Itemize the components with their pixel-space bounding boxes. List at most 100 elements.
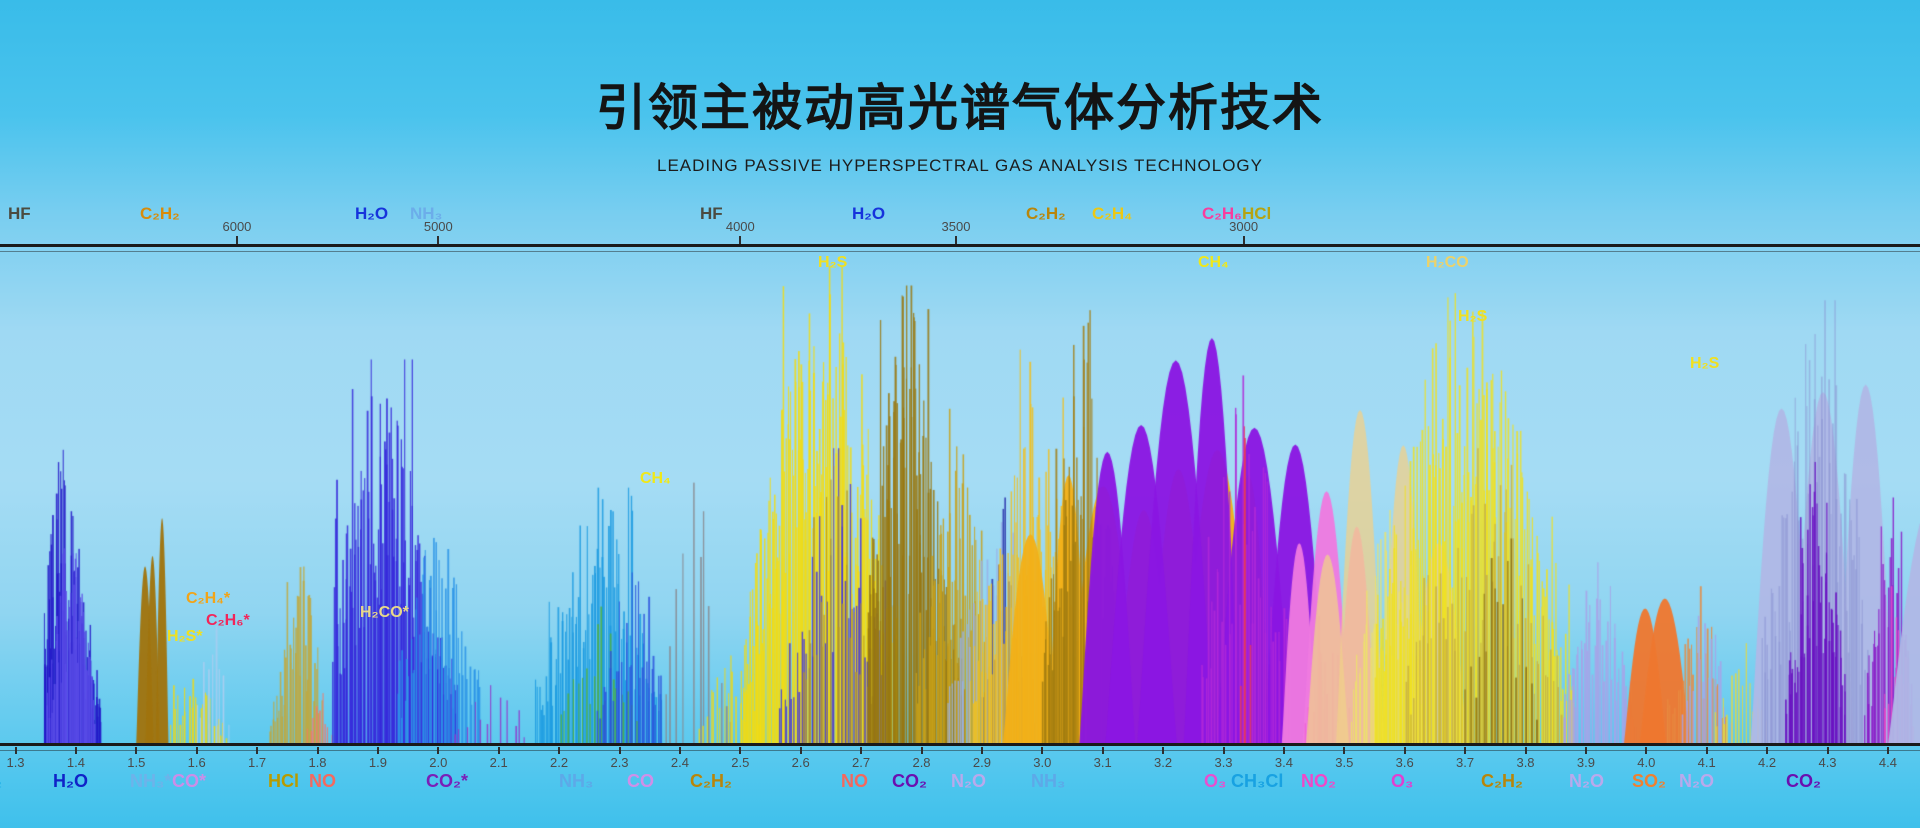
axis-tick-label: 4.3 bbox=[1818, 755, 1837, 770]
bottom-gas-label: NH₃ bbox=[559, 771, 594, 791]
axis-tick-label: 2.8 bbox=[912, 755, 931, 770]
axis-tick bbox=[135, 747, 138, 754]
axis-tick-label: 1.4 bbox=[66, 755, 85, 770]
axis-tick-label: 3.8 bbox=[1516, 755, 1535, 770]
top-gas-label: C₂H₂ bbox=[1026, 204, 1066, 223]
axis-tick bbox=[1886, 747, 1889, 754]
axis-tick bbox=[74, 747, 77, 754]
top-axis-subline bbox=[0, 251, 1920, 252]
axis-tick bbox=[558, 747, 561, 754]
bottom-gas-label: O₃ bbox=[1204, 771, 1227, 791]
axis-tick bbox=[235, 236, 238, 244]
bottom-gas-label: ₂ bbox=[0, 771, 2, 792]
top-gas-label: NH₃ bbox=[410, 204, 443, 223]
axis-tick bbox=[920, 747, 923, 754]
axis-tick bbox=[799, 747, 802, 754]
bottom-gas-label: H₂O bbox=[53, 771, 88, 791]
top-gas-label: H₂O bbox=[355, 204, 389, 223]
bottom-gas-label: N₂O bbox=[951, 771, 986, 791]
axis-tick-label: 2.2 bbox=[550, 755, 569, 770]
inline-gas-label: CH₄ bbox=[1198, 254, 1229, 271]
axis-tick-label: 1.3 bbox=[6, 755, 25, 770]
inline-gas-label: H₂CO* bbox=[360, 604, 409, 621]
bottom-gas-label: CH₃Cl bbox=[1231, 771, 1284, 791]
axis-tick-label: 1.7 bbox=[248, 755, 267, 770]
axis-tick-label: 3.0 bbox=[1033, 755, 1052, 770]
axis-tick bbox=[678, 747, 681, 754]
axis-tick-label: 4.1 bbox=[1697, 755, 1716, 770]
bottom-gas-label: CO₂ bbox=[1786, 771, 1821, 791]
axis-tick-label: 2.5 bbox=[731, 755, 750, 770]
axis-tick bbox=[1162, 747, 1165, 754]
bottom-gas-label: SO₂ bbox=[1632, 771, 1667, 791]
top-gas-label: C₂H₆ bbox=[1202, 204, 1242, 223]
axis-tick-label: 1.6 bbox=[187, 755, 206, 770]
axis-tick-label: 3.2 bbox=[1154, 755, 1173, 770]
axis-tick bbox=[739, 747, 742, 754]
axis-tick bbox=[618, 747, 621, 754]
axis-tick-label: 3.3 bbox=[1214, 755, 1233, 770]
page-title: 引领主被动高光谱气体分析技术 bbox=[596, 80, 1324, 136]
axis-tick-label: 2.0 bbox=[429, 755, 448, 770]
axis-tick bbox=[195, 747, 198, 754]
axis-tick-label: 3000 bbox=[1229, 219, 1259, 234]
axis-tick-label: 3.1 bbox=[1093, 755, 1112, 770]
axis-tick bbox=[980, 747, 983, 754]
bottom-gas-label: O₃ bbox=[1391, 771, 1414, 791]
bottom-gas-label: CO₂* bbox=[426, 771, 469, 791]
inline-gas-label: H₂S* bbox=[167, 628, 203, 645]
axis-tick-label: 2.9 bbox=[972, 755, 991, 770]
axis-tick bbox=[437, 236, 440, 244]
axis-tick bbox=[1584, 747, 1587, 754]
page-subtitle: LEADING PASSIVE HYPERSPECTRAL GAS ANALYS… bbox=[657, 156, 1263, 175]
inline-gas-label: C₂H₄* bbox=[186, 590, 231, 607]
bottom-gas-label: NH₃* bbox=[130, 771, 172, 791]
axis-tick bbox=[1645, 747, 1648, 754]
axis-tick-label: 5000 bbox=[423, 219, 453, 234]
axis-tick-label: 1.8 bbox=[308, 755, 327, 770]
bottom-gas-label: NH₃ bbox=[1031, 771, 1066, 791]
bottom-gas-label: C₂H₂ bbox=[1481, 771, 1523, 791]
inline-gas-label: H₂CO bbox=[1426, 254, 1469, 271]
axis-tick-label: 3500 bbox=[941, 219, 971, 234]
axis-tick bbox=[1524, 747, 1527, 754]
axis-tick-label: 2.6 bbox=[791, 755, 810, 770]
axis-tick bbox=[1826, 747, 1829, 754]
axis-tick-label: 6000 bbox=[222, 219, 252, 234]
top-gas-label: HF bbox=[700, 204, 723, 223]
axis-tick bbox=[1222, 747, 1225, 754]
bottom-gas-label: CO* bbox=[172, 771, 207, 791]
axis-tick bbox=[256, 747, 259, 754]
axis-tick bbox=[1101, 747, 1104, 754]
axis-tick-label: 4.0 bbox=[1637, 755, 1656, 770]
bottom-gas-label: NO bbox=[841, 771, 868, 791]
axis-tick bbox=[1242, 236, 1245, 244]
axis-tick bbox=[1766, 747, 1769, 754]
bottom-gas-label: CO bbox=[627, 771, 654, 791]
axis-tick-label: 4000 bbox=[725, 219, 755, 234]
bottom-gas-label: NO₂ bbox=[1301, 771, 1336, 791]
axis-tick bbox=[860, 747, 863, 754]
top-axis-line bbox=[0, 244, 1920, 247]
axis-tick-label: 1.9 bbox=[368, 755, 387, 770]
bottom-axis-line bbox=[0, 743, 1920, 746]
bottom-gas-label: NO bbox=[309, 771, 336, 791]
axis-tick-label: 3.5 bbox=[1335, 755, 1354, 770]
inline-gas-label: CH₄ bbox=[640, 470, 671, 487]
axis-tick bbox=[1705, 747, 1708, 754]
axis-tick-label: 2.4 bbox=[670, 755, 689, 770]
top-gas-label: C₂H₂ bbox=[140, 204, 180, 223]
bottom-gas-label: C₂H₂ bbox=[690, 771, 732, 791]
bottom-axis-subline bbox=[0, 750, 1920, 751]
axis-tick bbox=[14, 747, 17, 754]
axis-tick-label: 2.7 bbox=[852, 755, 871, 770]
axis-tick bbox=[1282, 747, 1285, 754]
inline-gas-label: H₂S bbox=[818, 254, 848, 271]
axis-tick-label: 3.9 bbox=[1576, 755, 1595, 770]
bottom-gas-label: N₂O bbox=[1569, 771, 1604, 791]
axis-tick bbox=[1343, 747, 1346, 754]
top-gas-label: C₂H₄ bbox=[1092, 204, 1133, 223]
inline-gas-label: H₂S bbox=[1690, 355, 1720, 372]
